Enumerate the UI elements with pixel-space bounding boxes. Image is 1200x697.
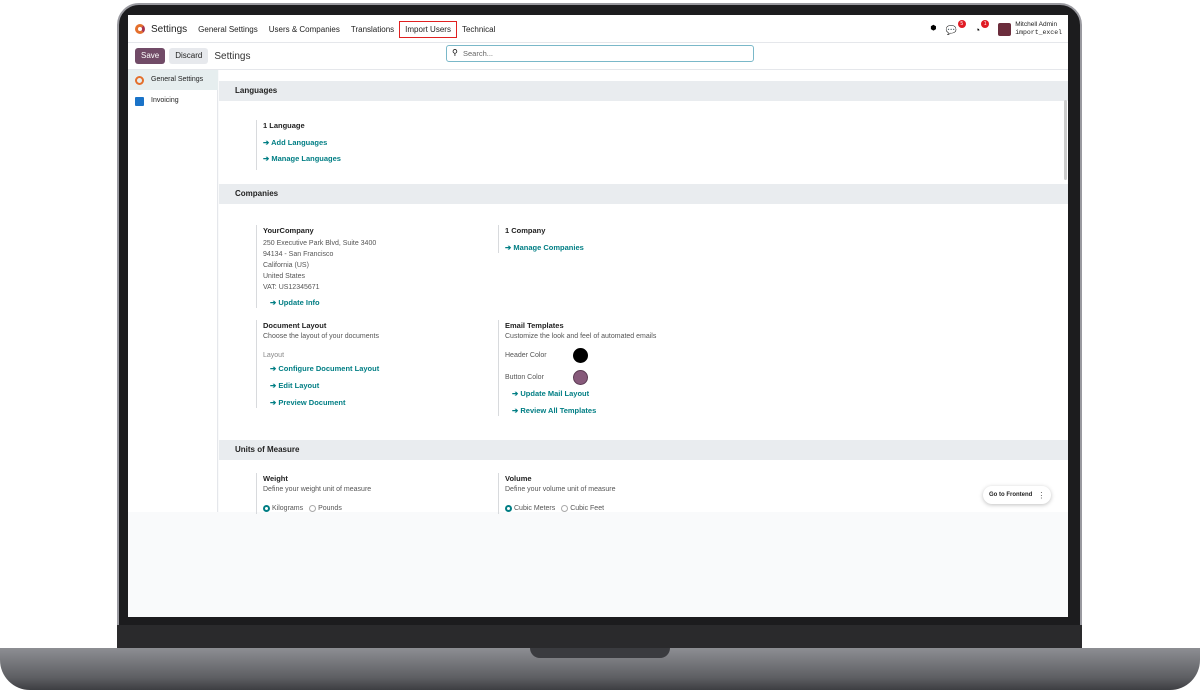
email-templates-block: Email Templates Customize the look and f… (498, 320, 656, 416)
company-info-block: YourCompany 250 Executive Park Blvd, Sui… (256, 225, 376, 308)
document-layout-block: Document Layout Choose the layout of you… (256, 320, 379, 408)
kilograms-radio[interactable] (263, 504, 270, 512)
control-left: Save Discard Settings (135, 43, 251, 69)
cubic-feet-radio[interactable] (561, 504, 569, 512)
user-menu[interactable]: Mitchell Admin import_excel (1015, 21, 1062, 37)
sidebar-item-general-settings[interactable]: General Settings (128, 70, 218, 90)
button-color-row: Button Color (505, 370, 656, 388)
cubic-meters-radio[interactable] (505, 504, 512, 512)
settings-content: Languages 1 Language ➔ Add Languages ➔ M… (219, 70, 1068, 514)
pounds-radio[interactable] (309, 504, 317, 512)
languages-block: 1 Language ➔ Add Languages ➔ Manage Lang… (256, 120, 341, 170)
laptop-notch (530, 648, 670, 658)
activity-icon: ◔ (974, 25, 981, 35)
address-line: United States (263, 273, 306, 280)
document-layout-title: Document Layout (263, 321, 327, 330)
laptop-chin (117, 625, 1082, 649)
search-input[interactable]: ⚲ Search... (446, 45, 754, 62)
search-placeholder: Search... (463, 49, 494, 58)
email-templates-title: Email Templates (505, 321, 564, 330)
breadcrumb-title: Settings (214, 50, 251, 62)
manage-companies-link[interactable]: ➔ Manage Companies (505, 243, 584, 252)
volume-options: Cubic Meters Cubic Feet (505, 503, 616, 514)
top-nav: Settings General Settings Users & Compan… (128, 15, 1068, 43)
save-button[interactable]: Save (135, 48, 166, 64)
sidebar: General Settings Invoicing (128, 70, 218, 512)
configure-layout-link[interactable]: ➔ Configure Document Layout (270, 364, 380, 373)
frontend-widget: Go to Frontend ⋮ (983, 486, 1052, 504)
vat-line: VAT: US12345671 (263, 284, 320, 291)
invoicing-app-icon (135, 97, 144, 106)
odoo-logo-icon (135, 24, 145, 34)
control-panel: Save Discard Settings ⚲ Search... (128, 43, 1068, 70)
more-options-icon[interactable]: ⋮ (1037, 490, 1046, 500)
edit-layout-link[interactable]: ➔ Edit Layout (270, 381, 320, 390)
company-count-block: 1 Company ➔ Manage Companies (498, 225, 584, 253)
menu-general-settings[interactable]: General Settings (198, 24, 258, 34)
nav-right: ⬢ 💬5 ◔1 Mitchell Admin import_excel (930, 15, 1062, 43)
address-line: California (US) (263, 262, 309, 269)
update-info-link[interactable]: ➔ Update Info (270, 298, 320, 307)
header-color-row: Header Color (505, 348, 656, 366)
nav-left: Settings General Settings Users & Compan… (135, 15, 495, 43)
review-templates-link[interactable]: ➔ Review All Templates (512, 406, 597, 415)
sidebar-item-invoicing[interactable]: Invoicing (128, 91, 218, 111)
weight-desc: Define your weight unit of measure (263, 486, 372, 493)
volume-block: Volume Define your volume unit of measur… (498, 473, 616, 514)
chat-badge: 5 (957, 20, 966, 28)
discard-button[interactable]: Discard (169, 48, 209, 64)
scrollbar[interactable] (1064, 100, 1067, 180)
chat-icon: 💬 (945, 25, 957, 35)
bug-icon[interactable]: ⬢ (930, 25, 937, 32)
volume-title: Volume (505, 474, 532, 483)
app-title: Settings (151, 23, 188, 35)
db-name: import_excel (1015, 29, 1062, 36)
avatar[interactable] (998, 22, 1012, 36)
add-languages-link[interactable]: ➔ Add Languages (263, 138, 328, 147)
language-count: 1 Language (263, 121, 305, 130)
settings-app-icon (135, 76, 144, 85)
header-color-swatch[interactable] (573, 348, 588, 363)
go-to-frontend-button[interactable]: Go to Frontend (989, 492, 1033, 498)
menu-technical[interactable]: Technical (461, 24, 496, 34)
email-templates-desc: Customize the look and feel of automated… (505, 333, 657, 340)
activity-button[interactable]: ◔1 (974, 20, 990, 38)
search-icon: ⚲ (452, 48, 458, 57)
screen: Settings General Settings Users & Compan… (128, 15, 1068, 617)
menu-import-users[interactable]: Import Users (399, 20, 457, 38)
user-name: Mitchell Admin (1015, 21, 1058, 28)
section-companies: Companies (219, 184, 1068, 204)
weight-title: Weight (263, 474, 288, 483)
activity-badge: 1 (981, 20, 990, 28)
section-units-of-measure: Units of Measure (219, 440, 1068, 460)
layout-label: Layout (263, 352, 285, 359)
company-count: 1 Company (505, 226, 546, 235)
manage-languages-link[interactable]: ➔ Manage Languages (263, 154, 341, 163)
weight-options: Kilograms Pounds (263, 503, 371, 514)
document-layout-desc: Choose the layout of your documents (263, 333, 379, 340)
preview-document-link[interactable]: ➔ Preview Document (270, 398, 346, 407)
update-mail-layout-link[interactable]: ➔ Update Mail Layout (512, 389, 590, 398)
address-line: 94134 - San Francisco (263, 251, 334, 258)
weight-block: Weight Define your weight unit of measur… (256, 473, 371, 514)
button-color-swatch[interactable] (573, 370, 588, 385)
company-name: YourCompany (263, 226, 314, 235)
menu-users-companies[interactable]: Users & Companies (268, 24, 340, 34)
volume-desc: Define your volume unit of measure (505, 486, 616, 493)
menu-translations[interactable]: Translations (350, 24, 395, 34)
address-line: 250 Executive Park Blvd, Suite 3400 (263, 240, 377, 247)
section-languages: Languages (219, 81, 1068, 101)
chat-button[interactable]: 💬5 (946, 20, 966, 38)
